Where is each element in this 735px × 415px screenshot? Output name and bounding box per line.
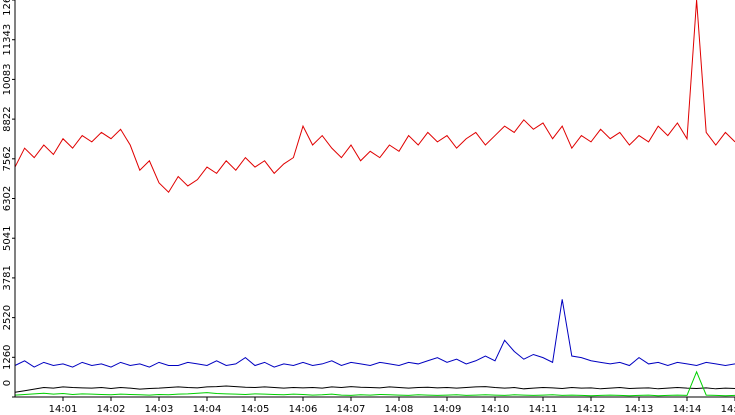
series-line <box>14 370 735 397</box>
y-tick-label: 10083 <box>2 64 13 96</box>
y-tick-label: 3781 <box>2 265 13 290</box>
x-tick-label: 14:02 <box>97 404 126 415</box>
y-tick-label: 11343 <box>2 24 13 56</box>
y-tick-label: 5041 <box>2 225 13 250</box>
x-tick-label: 14:15 <box>721 404 735 415</box>
x-tick-label: 14:07 <box>337 404 366 415</box>
x-tick-label: 14:01 <box>49 404 78 415</box>
y-tick-label: 0 <box>2 380 13 386</box>
x-tick-label: 14:05 <box>241 404 270 415</box>
y-tick-label: 6302 <box>2 186 13 211</box>
y-tick-label: 2520 <box>2 305 13 330</box>
x-tick-label: 14:04 <box>193 404 222 415</box>
y-tick-label: 8822 <box>2 106 13 131</box>
x-tick-label: 14:13 <box>625 404 654 415</box>
x-tick-label: 14:03 <box>145 404 174 415</box>
x-tick-label: 14:06 <box>289 404 318 415</box>
x-tick-label: 14:14 <box>673 404 702 415</box>
x-tick-label: 14:11 <box>529 404 558 415</box>
series-line <box>14 385 735 393</box>
y-tick-label: 7562 <box>2 146 13 171</box>
x-tick-label: 14:09 <box>433 404 462 415</box>
series-line <box>14 299 735 368</box>
x-tick-label: 14:10 <box>481 404 510 415</box>
y-tick-label: 12604 <box>2 0 13 16</box>
x-tick-label: 14:08 <box>385 404 414 415</box>
series-line <box>14 0 735 194</box>
y-tick-label: 1260 <box>2 345 13 370</box>
x-tick-label: 14:12 <box>577 404 606 415</box>
